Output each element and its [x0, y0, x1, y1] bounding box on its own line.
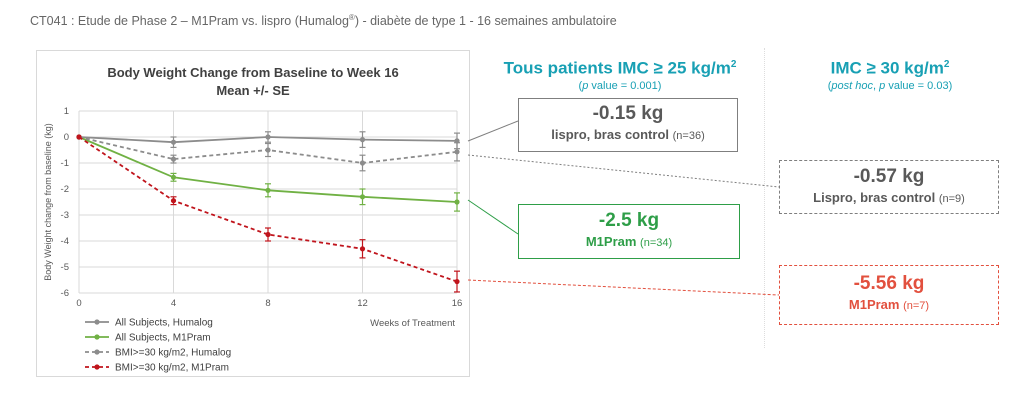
data-point	[359, 194, 366, 200]
data-point	[76, 134, 82, 140]
column-title-all: Tous patients IMC ≥ 25 kg/m2	[503, 58, 737, 78]
registered-mark: ®	[348, 13, 355, 22]
legend-marker-3	[94, 349, 100, 355]
series-line-4	[78, 136, 458, 283]
data-point	[265, 231, 271, 238]
label-m1pram-all: M1Pram (n=34)	[585, 234, 673, 249]
y-tick-label: -2	[61, 184, 69, 195]
y-tick-label: -6	[61, 288, 69, 299]
chart-frame: Body Weight Change from Baseline to Week…	[36, 50, 470, 377]
leader-lispro-bmi30	[467, 154, 780, 188]
legend-label-4: BMI>=30 kg/m2, M1Pram	[115, 363, 229, 374]
x-axis-label: Weeks of Treatment	[370, 318, 455, 329]
page-header: CT041 : Etude de Phase 2 – M1Pram vs. li…	[30, 13, 617, 28]
legend-label-2: All Subjects, M1Pram	[115, 333, 211, 344]
pvalue-all: (p value = 0.001)	[578, 79, 662, 92]
data-point	[265, 147, 271, 153]
data-point	[454, 278, 460, 285]
data-point	[170, 156, 177, 162]
y-tick-label: -1	[61, 158, 69, 169]
box-m1pram-bmi30: -5.56 kg M1Pram (n=7)	[779, 265, 999, 325]
data-point	[359, 137, 366, 143]
column-title-bmi30: IMC ≥ 30 kg/m2	[830, 58, 950, 78]
value-m1pram-all: -2.5 kg	[598, 210, 660, 231]
label-lispro-all: lispro, bras control (n=36)	[551, 127, 705, 142]
column-header-all: Tous patients IMC ≥ 25 kg/m2 (p value = …	[490, 55, 750, 93]
column-divider	[764, 48, 765, 348]
weight-change-chart: Body Weight Change from Baseline to Week…	[43, 65, 463, 374]
leader-m1pram-all	[467, 199, 519, 235]
y-tick-label: 1	[64, 106, 69, 117]
label-m1pram-bmi30: M1Pram (n=7)	[848, 297, 930, 312]
header-text: CT041 : Etude de Phase 2 – M1Pram vs. li…	[30, 14, 349, 29]
data-point	[265, 187, 271, 193]
data-point	[359, 246, 366, 252]
chart-title-line-2: Mean +/- SE	[216, 83, 290, 98]
data-point	[170, 198, 177, 204]
value-lispro-all: -0.15 kg	[592, 103, 664, 124]
box-m1pram-all: -2.5 kg M1Pram (n=34)	[518, 204, 740, 259]
box-lispro-all: -0.15 kg lispro, bras control (n=36)	[518, 98, 738, 152]
column-header-bmi30: IMC ≥ 30 kg/m2 (post hoc, p value = 0.03…	[790, 55, 990, 93]
value-m1pram-bmi30: -5.56 kg	[853, 273, 925, 294]
value-lispro-bmi30: -0.57 kg	[853, 166, 925, 187]
x-tick-label: 12	[357, 298, 368, 309]
leader-lispro-all	[467, 120, 519, 142]
legend-marker-2	[94, 334, 100, 340]
legend-marker-1	[94, 319, 100, 325]
legend-marker-4	[94, 364, 100, 370]
chart-title-line-1: Body Weight Change from Baseline to Week…	[107, 65, 398, 80]
legend-label-1: All Subjects, Humalog	[115, 318, 213, 329]
y-tick-label: -5	[61, 262, 69, 273]
y-tick-label: -3	[61, 210, 69, 221]
legend-label-3: BMI>=30 kg/m2, Humalog	[115, 348, 231, 359]
data-point	[170, 174, 177, 180]
x-tick-label: 16	[452, 298, 463, 309]
x-tick-label: 4	[171, 298, 176, 309]
header-text-end: ) - diabète de type 1 - 16 semaines ambu…	[354, 14, 617, 29]
data-point	[265, 134, 271, 140]
x-tick-label: 0	[76, 298, 81, 309]
data-point	[359, 160, 366, 166]
y-tick-label: -4	[61, 236, 69, 247]
data-point	[454, 149, 460, 155]
y-axis-label: Body Weight change from baseline (kg)	[43, 123, 53, 280]
label-lispro-bmi30: Lispro, bras control (n=9)	[813, 190, 965, 205]
leader-m1pram-bmi30	[467, 279, 780, 296]
data-point	[170, 139, 177, 145]
pvalue-bmi30: (post hoc, p value = 0.03)	[827, 79, 953, 92]
box-lispro-bmi30: -0.57 kg Lispro, bras control (n=9)	[779, 160, 999, 214]
data-point	[454, 199, 460, 205]
x-tick-label: 8	[265, 298, 270, 309]
y-tick-label: 0	[64, 132, 69, 143]
